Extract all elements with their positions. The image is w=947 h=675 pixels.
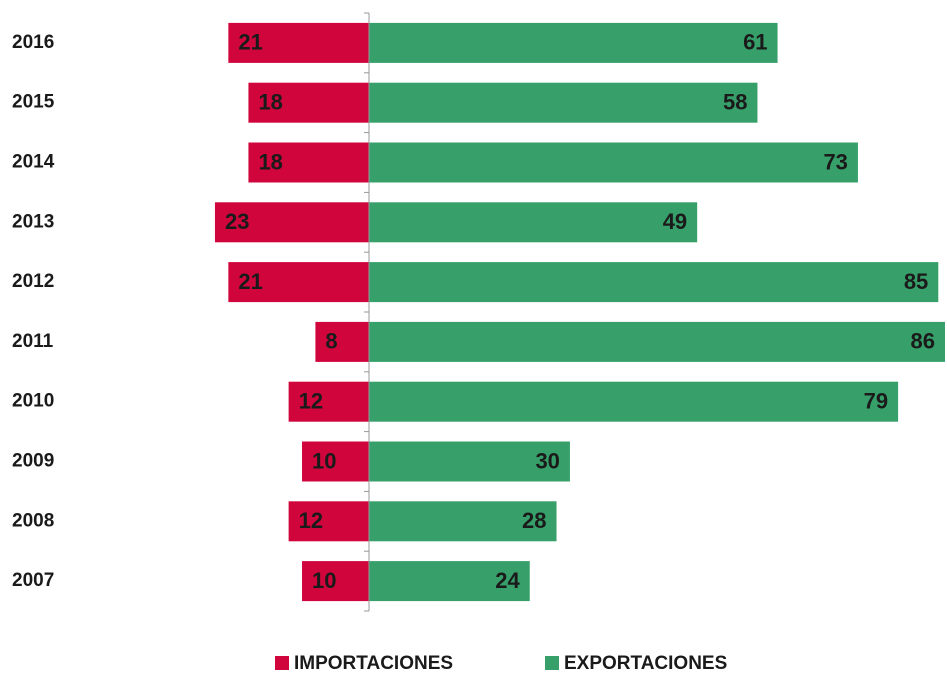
bar [228, 262, 369, 303]
value-label: 28 [522, 508, 546, 533]
y-tick-label: 2015 [12, 92, 55, 113]
y-tick-label: 2011 [12, 331, 54, 352]
bar [369, 321, 945, 362]
bar [369, 262, 939, 303]
bar [369, 561, 530, 602]
value-label: 21 [238, 269, 262, 294]
value-label: 86 [911, 329, 935, 354]
value-label: 24 [495, 568, 520, 593]
y-tick-label: 2010 [12, 391, 54, 412]
value-label: 10 [312, 448, 336, 473]
value-label: 49 [663, 209, 687, 234]
y-tick-label: 2016 [12, 32, 54, 53]
value-label: 30 [535, 448, 559, 473]
legend-label: IMPORTACIONES [294, 653, 453, 674]
bar [369, 202, 698, 243]
value-label: 21 [238, 30, 262, 55]
value-label: 10 [312, 568, 336, 593]
bar [302, 561, 369, 602]
y-tick-label: 2013 [12, 211, 54, 232]
value-label: 58 [723, 90, 747, 115]
legend-swatch [275, 656, 289, 670]
bar [288, 501, 369, 542]
bar [214, 202, 369, 243]
value-label: 73 [823, 149, 847, 174]
value-label: 8 [325, 329, 337, 354]
bar [369, 381, 899, 422]
bar [302, 441, 369, 482]
y-tick-label: 2008 [12, 510, 54, 531]
value-label: 61 [743, 30, 767, 55]
legend-swatch [545, 656, 559, 670]
value-label: 79 [864, 389, 888, 414]
y-tick-label: 2012 [12, 271, 54, 292]
value-label: 18 [258, 149, 282, 174]
bar [369, 82, 758, 123]
y-tick-label: 2009 [12, 451, 54, 472]
y-tick-label: 2014 [12, 152, 55, 173]
bar [248, 82, 369, 123]
legend-label: EXPORTACIONES [564, 653, 727, 674]
value-label: 12 [299, 508, 323, 533]
value-label: 12 [299, 389, 323, 414]
value-label: 23 [225, 209, 249, 234]
bar [228, 22, 369, 63]
y-tick-label: 2007 [12, 570, 54, 591]
bar [369, 501, 557, 542]
bar [369, 22, 778, 63]
bar [248, 142, 369, 183]
value-label: 85 [904, 269, 928, 294]
value-label: 18 [258, 90, 282, 115]
bar [369, 142, 858, 183]
bar [315, 321, 369, 362]
bar [369, 441, 570, 482]
bar [288, 381, 369, 422]
